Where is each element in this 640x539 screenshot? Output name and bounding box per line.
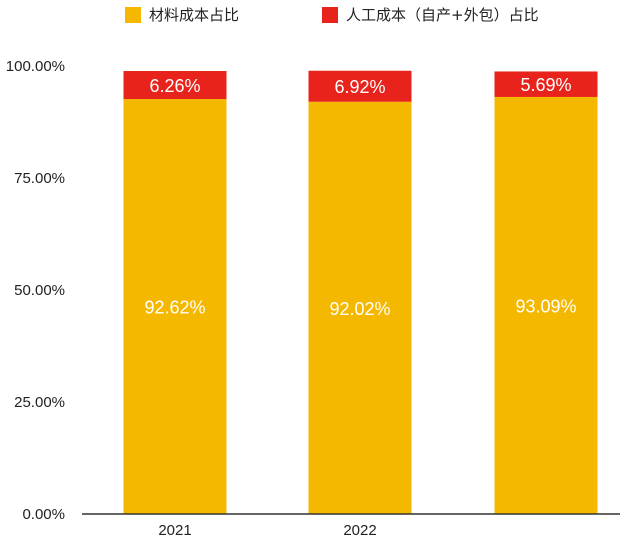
data-label-labor-2: 5.69% (520, 75, 571, 95)
bar-material-0 (123, 99, 227, 514)
legend-item-material: 材料成本占比 (125, 4, 239, 25)
y-tick-label-0: 0.00% (22, 506, 65, 523)
chart-legend: 材料成本占比 人工成本（自产+外包）占比 (0, 2, 640, 26)
legend-label-labor: 人工成本（自产+外包）占比 (346, 6, 539, 24)
data-label-labor-1: 6.92% (334, 77, 385, 97)
data-label-material-1: 92.02% (329, 299, 390, 319)
y-tick-label-2: 50.00% (14, 282, 65, 299)
y-tick-label-3: 75.00% (14, 170, 65, 187)
bar-labor-2 (494, 71, 598, 97)
legend-item-labor: 人工成本（自产+外包）占比 (322, 4, 539, 25)
legend-swatch-material (125, 6, 141, 23)
bar-labor-1 (308, 70, 412, 102)
y-tick-label-4: 100.00% (6, 58, 65, 75)
data-label-material-2: 93.09% (515, 296, 576, 316)
data-label-labor-0: 6.26% (149, 76, 200, 96)
legend-label-material: 材料成本占比 (149, 6, 240, 24)
bar-material-1 (308, 101, 412, 514)
bar-material-2 (494, 96, 598, 515)
y-tick-label-1: 25.00% (14, 394, 65, 411)
data-label-material-0: 92.62% (144, 298, 205, 318)
x-tick-label-1: 2022 (343, 522, 376, 539)
legend-swatch-labor (322, 6, 338, 23)
bar-labor-0 (123, 71, 227, 100)
x-tick-label-0: 2021 (158, 522, 191, 539)
